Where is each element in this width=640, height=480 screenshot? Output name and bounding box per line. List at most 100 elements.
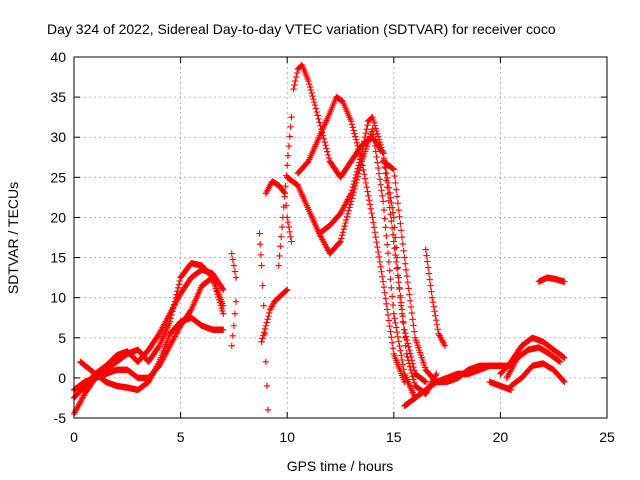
- data-point: [312, 105, 320, 112]
- data-point: [371, 142, 379, 150]
- x-tick-label: 25: [599, 429, 615, 445]
- data-point: [397, 299, 405, 306]
- data-point: [315, 115, 322, 123]
- data-point: [310, 98, 318, 106]
- data-point: [361, 171, 368, 178]
- data-point: [379, 278, 387, 285]
- data-point: [228, 342, 235, 349]
- data-point: [174, 287, 181, 295]
- data-point: [211, 282, 219, 290]
- data-point: [370, 119, 378, 126]
- data-point: [428, 294, 436, 301]
- data-point: [171, 298, 179, 305]
- data-point: [388, 284, 395, 291]
- data-point: [408, 309, 416, 317]
- data-point: [390, 214, 397, 221]
- y-tick-label: 5: [58, 330, 66, 346]
- data-point: [387, 275, 394, 283]
- series-track-13: [294, 93, 408, 386]
- data-point: [292, 77, 299, 85]
- data-point: [170, 304, 177, 312]
- data-point: [356, 156, 364, 163]
- data-point: [375, 170, 383, 177]
- data-point: [422, 378, 429, 386]
- data-point: [213, 288, 220, 295]
- data-point: [366, 196, 373, 204]
- data-point: [427, 282, 434, 289]
- data-point: [283, 287, 290, 294]
- data-point: [375, 136, 383, 143]
- data-point: [392, 319, 399, 327]
- data-point: [275, 262, 282, 269]
- x-tick-label: 0: [70, 429, 78, 445]
- data-point: [411, 367, 418, 374]
- data-point: [350, 180, 357, 188]
- data-point: [349, 184, 356, 191]
- data-point: [395, 338, 402, 345]
- data-point: [404, 340, 411, 347]
- data-point: [292, 73, 300, 81]
- data-point: [370, 224, 378, 231]
- data-point: [374, 130, 381, 138]
- data-point: [216, 299, 224, 306]
- data-point: [507, 386, 515, 394]
- data-point: [357, 153, 365, 160]
- data-point: [394, 200, 402, 207]
- data-point: [211, 279, 218, 287]
- data-point: [217, 302, 224, 309]
- data-point: [354, 165, 361, 172]
- data-point: [402, 329, 409, 337]
- data-point: [397, 352, 405, 359]
- data-point: [218, 304, 225, 312]
- data-point: [260, 332, 267, 339]
- data-point: [376, 138, 384, 146]
- data-point: [386, 204, 393, 211]
- data-point: [219, 285, 226, 292]
- data-point: [373, 238, 380, 246]
- data-point: [377, 263, 384, 271]
- data-point: [433, 370, 440, 378]
- data-point: [323, 145, 330, 152]
- data-point: [360, 166, 367, 174]
- data-point: [391, 172, 398, 180]
- data-point: [288, 113, 295, 121]
- data-point: [261, 325, 269, 333]
- data-point: [336, 239, 343, 246]
- data-point: [337, 238, 344, 245]
- y-tick-label: 40: [50, 49, 66, 65]
- data-point: [385, 317, 393, 324]
- data-point: [398, 306, 406, 313]
- y-tick-label: -5: [54, 410, 67, 426]
- data-point: [386, 322, 393, 330]
- data-point: [210, 277, 217, 284]
- data-point: [378, 268, 385, 275]
- data-point: [173, 291, 180, 298]
- data-point: [426, 276, 433, 283]
- data-point: [392, 179, 399, 187]
- data-point: [228, 250, 235, 257]
- data-point: [214, 291, 221, 298]
- data-point: [220, 286, 227, 293]
- data-point: [307, 86, 315, 94]
- data-point: [346, 204, 353, 211]
- data-point: [325, 154, 333, 162]
- data-point: [561, 278, 568, 285]
- data-point: [349, 124, 356, 131]
- data-point: [257, 251, 265, 259]
- data-point: [386, 267, 393, 274]
- data-point: [406, 346, 413, 354]
- data-point: [345, 207, 352, 214]
- data-point: [411, 379, 418, 386]
- data-point: [379, 147, 386, 154]
- data-point: [395, 206, 402, 214]
- data-point: [352, 174, 359, 182]
- data-point: [393, 324, 400, 331]
- data-point: [379, 198, 387, 205]
- data-point: [387, 328, 394, 335]
- data-point: [428, 288, 435, 295]
- data-point: [384, 306, 391, 313]
- data-point: [370, 116, 377, 124]
- data-point: [409, 316, 416, 323]
- data-point: [263, 382, 271, 390]
- data-point: [284, 152, 292, 159]
